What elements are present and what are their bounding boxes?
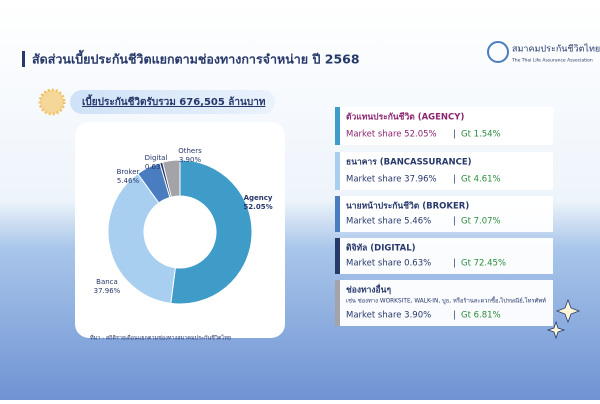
market-share: Market share 3.90% (346, 311, 431, 321)
separator: | (453, 259, 456, 269)
slice-label: Digital (145, 154, 168, 162)
channel-title: ธนาคาร (BANCASSURANCE) (346, 158, 472, 168)
growth: Gt 1.54% (461, 130, 501, 140)
sparkle (546, 320, 566, 340)
slice-label: Broker (117, 168, 140, 176)
title-bar (22, 51, 25, 67)
growth: Gt 6.81% (461, 311, 501, 321)
banner (70, 90, 275, 114)
slice-value: 52.05% (243, 203, 272, 211)
slice-value: 5.46% (117, 177, 140, 185)
title: สัดส่วนเบี้ยประกันชีวิตแยกตามช่องทางการจ… (32, 50, 360, 67)
channel-card (335, 107, 553, 145)
pie-slice (170, 159, 253, 305)
logo-subtitle: The Thai Life Assurance Association (511, 58, 593, 64)
channel-title: ตัวแทนประกันชีวิต (AGENCY) (346, 112, 464, 123)
market-share: Market share 52.05% (346, 130, 437, 140)
channel-card (335, 238, 553, 274)
channel-title: นายหน้าประกันชีวิต (BROKER) (346, 201, 469, 212)
market-share: Market share 5.46% (346, 217, 431, 227)
channel-card (335, 196, 553, 232)
separator: | (453, 311, 456, 321)
channel-title: ดิจิทัล (DIGITAL) (346, 243, 416, 254)
channel-stripe (335, 238, 340, 274)
slice-label: Agency (244, 194, 273, 202)
logo (487, 41, 509, 63)
slice-value: 37.96% (94, 287, 121, 295)
logo-name: สมาคมประกันชีวิตไทย (512, 44, 600, 55)
separator: | (453, 217, 456, 227)
market-share: Market share 0.63% (346, 259, 431, 269)
slice-label: Others (178, 147, 202, 155)
growth: Gt 7.07% (461, 217, 501, 227)
channel-stripe (335, 280, 340, 326)
growth: Gt 4.61% (461, 175, 501, 185)
pie-slice (107, 173, 176, 304)
separator: | (453, 175, 456, 185)
slice-value: 3.90% (179, 156, 202, 164)
growth: Gt 72.45% (461, 259, 506, 269)
channel-card (335, 152, 553, 190)
channel-stripe (335, 152, 340, 190)
market-share: Market share 37.96% (346, 175, 437, 185)
channel-stripe (335, 196, 340, 232)
banner-text: เบี้ยประกันชีวิตรับรวม 676,505 ล้านบาท (82, 94, 266, 108)
source: ที่มา : สถิติรายเดือนแยกตามช่องทางสมาคมป… (90, 334, 231, 342)
channel-card (335, 280, 553, 326)
sparkle (555, 298, 581, 324)
slice-label: Banca (96, 278, 118, 286)
channel-title: ช่องทางอื่นๆ (346, 283, 391, 296)
channel-note: เช่น ช่องทาง WORKSITE, WALK-IN, บูธ, หรื… (346, 296, 546, 305)
slice-value: 0.63% (145, 163, 168, 171)
sun-icon (38, 88, 66, 116)
pie-slice (161, 159, 181, 198)
separator: | (453, 130, 456, 140)
channel-stripe (335, 107, 340, 145)
chart-card (75, 122, 285, 338)
